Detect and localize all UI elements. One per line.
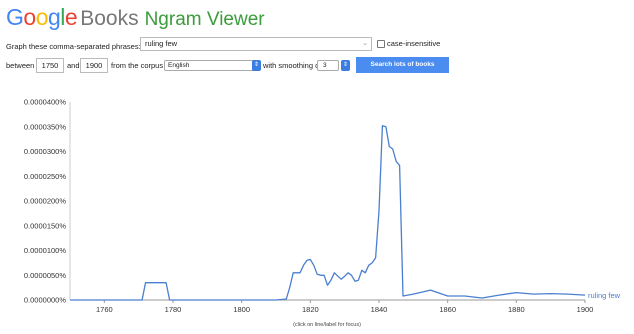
ngram-chart: 0.0000000% 0.0000050% 0.0000100% 0.0000150%… [24, 98, 621, 329]
chevron-down-icon: ⌄ [362, 40, 368, 47]
x-tick-label: 1840 [371, 305, 388, 314]
smoothing-select-arrow-icon[interactable]: ⇕ [341, 60, 350, 71]
series-line-ruling-few[interactable] [70, 125, 586, 301]
google-letter: e [64, 4, 78, 30]
between-label: between [6, 61, 35, 70]
series-lines [70, 125, 586, 301]
y-tick-label: 0.0000400% [24, 98, 66, 107]
x-tick-label: 1860 [439, 305, 456, 314]
google-wordmark: Google [6, 4, 78, 30]
corpus-label: from the corpus [111, 61, 164, 70]
y-tick-label: 0.0000000% [24, 296, 66, 305]
y-axis-labels: 0.0000000% 0.0000050% 0.0000100% 0.0000150%… [24, 98, 66, 305]
y-tick-label: 0.0000200% [24, 197, 66, 206]
x-tick-label: 1760 [96, 305, 113, 314]
and-label: and [67, 61, 80, 70]
case-insensitive-checkbox[interactable] [377, 40, 385, 48]
books-wordmark: Books [80, 7, 139, 30]
google-letter: G [6, 4, 24, 30]
end-year-input[interactable]: 1900 [80, 58, 108, 73]
ngram-viewer-title: Ngram Viewer [144, 9, 265, 30]
phrases-input-value: ruling few [145, 39, 178, 48]
smoothing-label: with smoothing of [263, 61, 322, 70]
ngram-viewer-logo: Google Books Ngram Viewer [6, 4, 265, 32]
google-letter: o [23, 4, 36, 30]
x-tick-label: 1780 [165, 305, 182, 314]
x-tick-label: 1900 [577, 305, 594, 314]
google-letter: o [35, 4, 49, 30]
google-letter: l [60, 4, 65, 30]
y-tick-label: 0.0000100% [24, 246, 66, 255]
x-tick-label: 1880 [508, 305, 525, 314]
chart-footnote: (click on line/label for focus) [293, 322, 361, 328]
corpus-select[interactable]: English [164, 60, 260, 71]
y-tick-label: 0.0000350% [24, 122, 66, 131]
y-tick-label: 0.0000300% [24, 147, 66, 156]
search-button[interactable]: Search lots of books [356, 57, 449, 73]
series-label-ruling-few[interactable]: ruling few [588, 291, 621, 300]
x-tick-label: 1820 [302, 305, 319, 314]
smoothing-select[interactable]: 3 [317, 60, 339, 71]
phrases-label: Graph these comma-separated phrases: [6, 41, 141, 51]
google-letter: g [47, 4, 61, 30]
y-tick-label: 0.0000250% [24, 172, 66, 181]
y-tick-label: 0.0000050% [24, 271, 66, 280]
corpus-select-arrow-icon[interactable]: ⇕ [252, 60, 261, 71]
x-tick-label: 1800 [233, 305, 250, 314]
x-axis-ticks: 1760 1780 1800 1820 1840 1860 1880 1900 [96, 300, 593, 314]
y-tick-label: 0.0000150% [24, 221, 66, 230]
start-year-input[interactable]: 1750 [36, 58, 64, 73]
phrases-input[interactable]: ruling few ⌄ [140, 37, 372, 51]
case-insensitive-label: case-insensitive [387, 39, 441, 48]
